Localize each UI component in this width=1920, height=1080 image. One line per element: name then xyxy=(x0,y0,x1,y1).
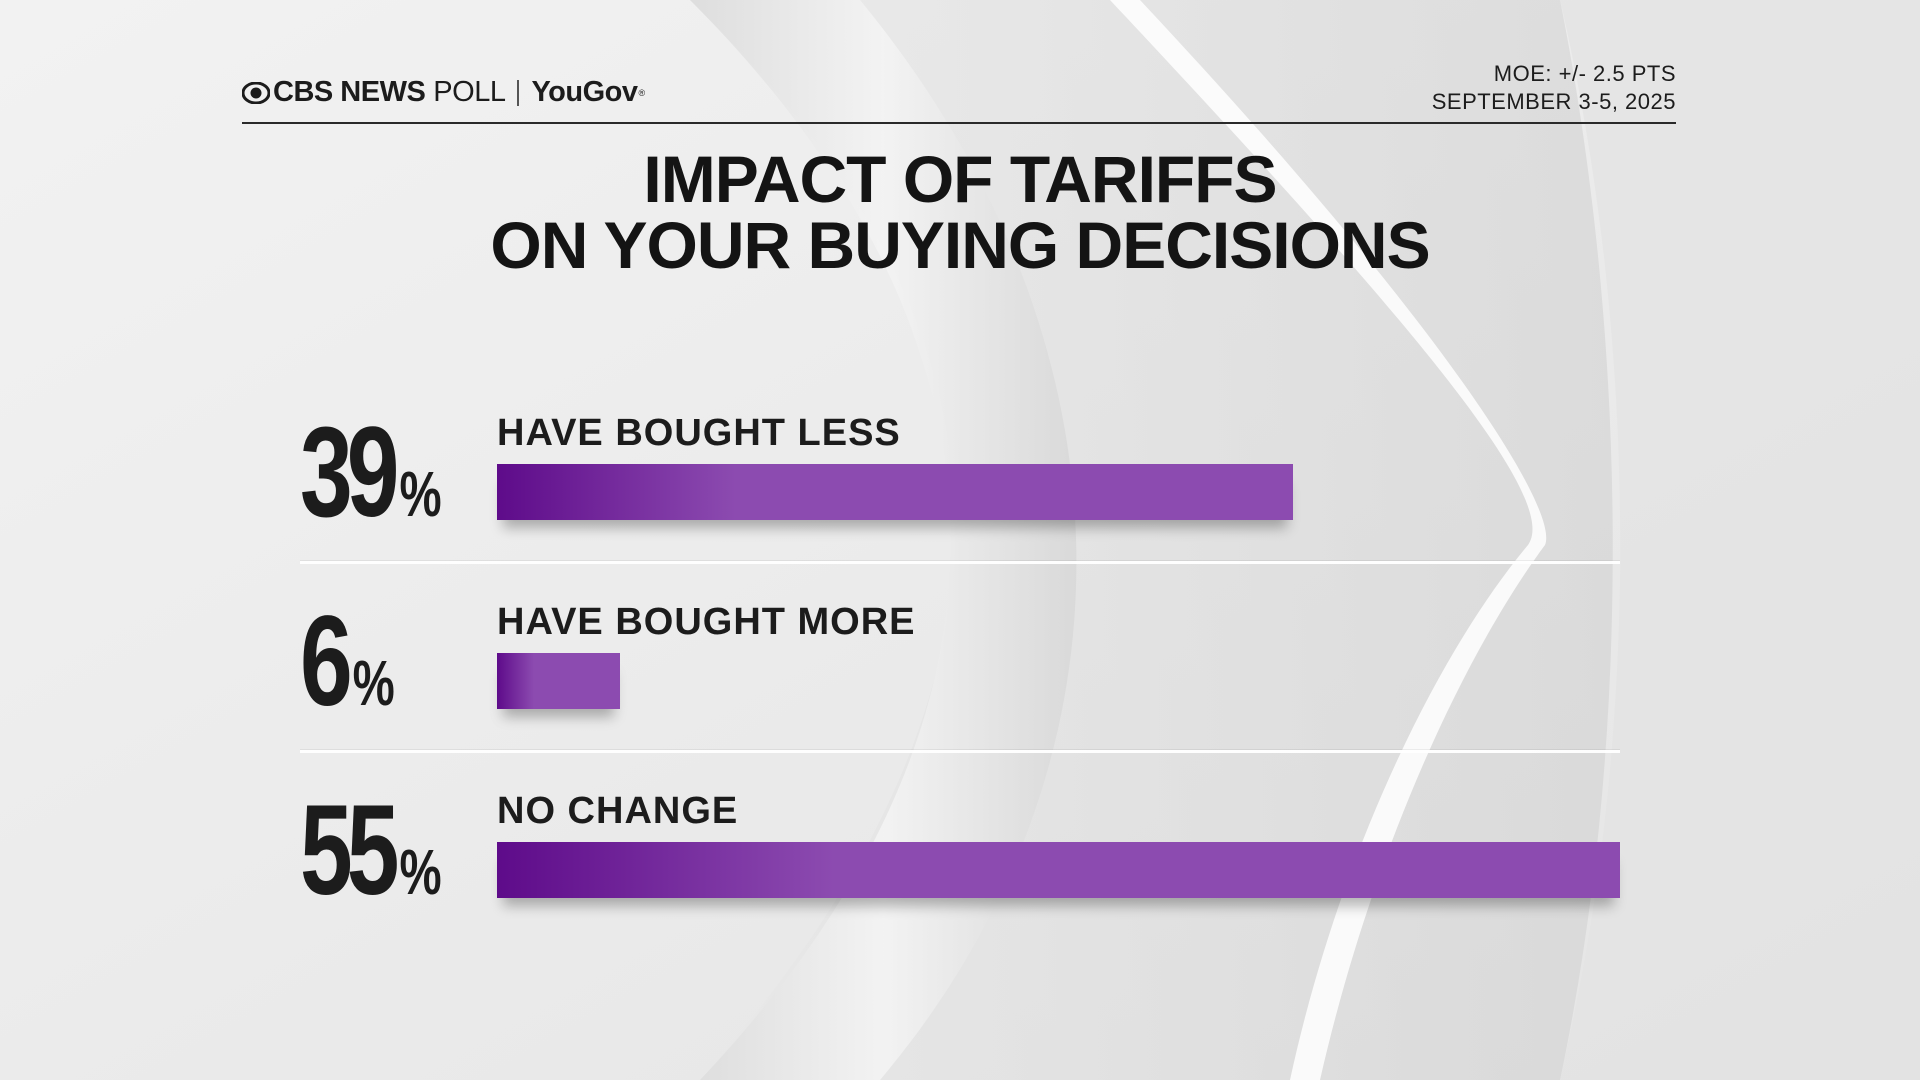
category-label: HAVE BOUGHT MORE xyxy=(497,601,916,643)
category-label: HAVE BOUGHT LESS xyxy=(497,412,901,454)
bar-no-change xyxy=(497,842,1620,898)
brand-poll: POLL xyxy=(433,76,506,108)
poll-meta: MOE: +/- 2.5 PTS SEPTEMBER 3-5, 2025 xyxy=(1432,60,1676,116)
margin-of-error: MOE: +/- 2.5 PTS xyxy=(1493,61,1676,86)
cbs-eye-icon xyxy=(242,81,270,104)
poll-dates: SEPTEMBER 3-5, 2025 xyxy=(1431,89,1676,114)
title-line-1: IMPACT OF TARIFFS xyxy=(643,142,1277,216)
category-label: NO CHANGE xyxy=(497,790,739,832)
header-bar: CBS NEWS POLL YouGov ® MOE: +/- 2.5 PTS S… xyxy=(242,60,1676,124)
row-divider xyxy=(300,561,1620,564)
chart-title: IMPACT OF TARIFFS ON YOUR BUYING DECISIO… xyxy=(0,146,1920,278)
title-line-2: ON YOUR BUYING DECISIONS xyxy=(490,208,1430,282)
value-label: 55% xyxy=(300,779,442,922)
row-divider xyxy=(300,750,1620,753)
brand-logo: CBS NEWS POLL YouGov ® xyxy=(242,76,645,109)
bar-bought-less xyxy=(497,464,1293,520)
brand-yougov: YouGov xyxy=(531,76,638,108)
bar-bought-more xyxy=(497,653,620,709)
bar-row-bought-more: 6% HAVE BOUGHT MORE xyxy=(300,597,1620,777)
registered-mark: ® xyxy=(638,87,646,98)
value-label: 6% xyxy=(300,590,395,733)
value-label: 39% xyxy=(300,401,442,544)
brand-separator xyxy=(517,79,520,106)
bar-row-no-change: 55% NO CHANGE xyxy=(300,786,1620,966)
bar-row-bought-less: 39% HAVE BOUGHT LESS xyxy=(300,408,1620,588)
brand-cbs-news: CBS NEWS xyxy=(273,76,426,108)
